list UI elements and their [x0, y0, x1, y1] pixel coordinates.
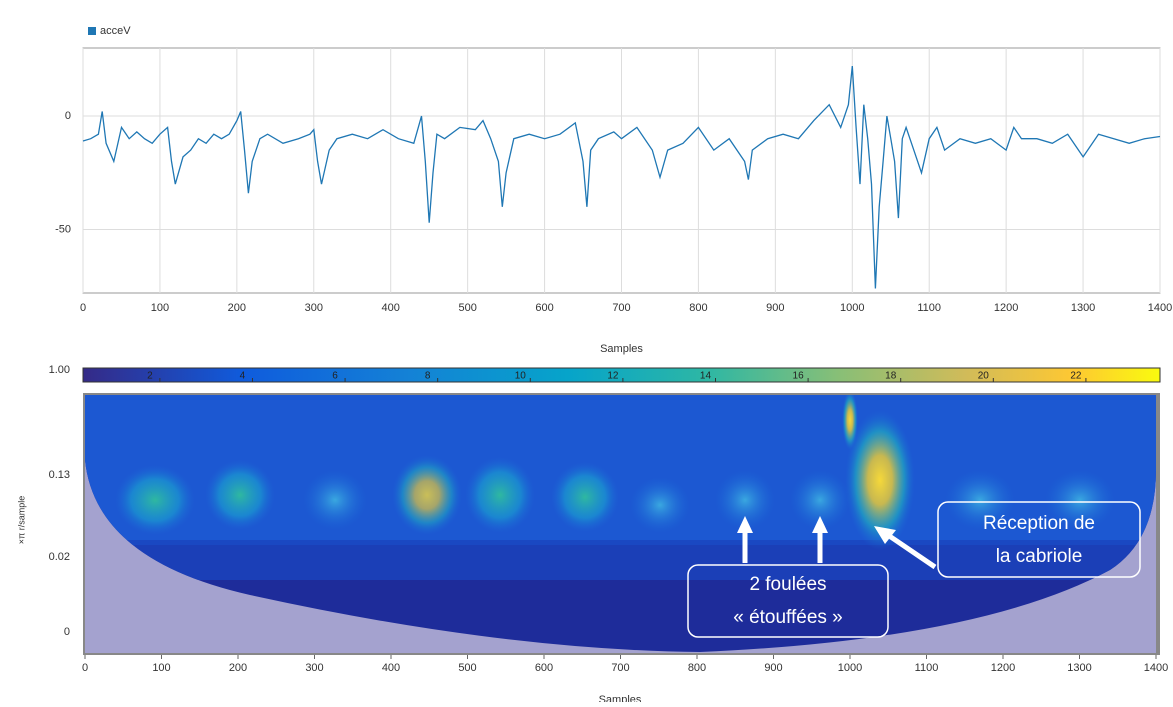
- y-tick-label: 0: [65, 110, 71, 122]
- x-tick-label: 1000: [840, 302, 864, 314]
- x-tick-label: 1300: [1071, 302, 1095, 314]
- y-tick-label: 0.13: [49, 469, 70, 481]
- colorbar-tick-label: 14: [700, 371, 712, 382]
- colorbar-tick-label: 6: [332, 371, 338, 382]
- heatmap-cells: [85, 395, 1156, 652]
- x-tick-label: 600: [535, 302, 553, 314]
- x-tick-label: 1400: [1148, 302, 1172, 314]
- x-tick-label: 700: [612, 302, 630, 314]
- colorbar: [82, 367, 1161, 383]
- legend-swatch: [88, 27, 96, 35]
- x-tick-label: 200: [229, 662, 247, 674]
- annotation-reception: Réception de la cabriole: [874, 501, 1141, 578]
- colorbar-tick-label: 2: [147, 371, 153, 382]
- x-tick-label: 300: [305, 302, 323, 314]
- x-tick-label: 1200: [991, 662, 1015, 674]
- x-tick-label: 1000: [838, 662, 862, 674]
- y-axis-label: ×π r/sample: [16, 496, 26, 544]
- x-tick-label: 800: [689, 302, 707, 314]
- colorbar-tick-label: 16: [793, 371, 805, 382]
- colorbar-tick-label: 18: [885, 371, 897, 382]
- x-tick-label: 900: [764, 662, 782, 674]
- x-tick-label: 300: [305, 662, 323, 674]
- x-tick-label: 1100: [915, 662, 939, 674]
- x-tick-label: 100: [152, 662, 170, 674]
- x-tick-label: 600: [535, 662, 553, 674]
- annotation-text: Réception de: [983, 513, 1095, 534]
- annotation-foulees: 2 foulées « étouffées »: [687, 516, 889, 638]
- x-axis-label: Samples: [599, 694, 642, 702]
- x-tick-label: 800: [688, 662, 706, 674]
- colorbar-tick-label: 10: [515, 371, 527, 382]
- x-tick-label: 1200: [994, 302, 1018, 314]
- x-tick-label: 0: [80, 302, 86, 314]
- x-tick-label: 900: [766, 302, 784, 314]
- x-tick-label: 0: [82, 662, 88, 674]
- x-tick-label: 400: [382, 302, 400, 314]
- x-tick-label: 1300: [1067, 662, 1091, 674]
- annotation-text: 2 foulées: [749, 574, 826, 595]
- colorbar-tick-label: 12: [607, 371, 619, 382]
- x-tick-label: 500: [458, 302, 476, 314]
- x-tick-label: 400: [382, 662, 400, 674]
- y-tick-label: 0.02: [49, 551, 70, 563]
- data-line: [82, 66, 1161, 289]
- x-tick-label: 1400: [1144, 662, 1168, 674]
- colorbar-tick-label: 8: [425, 371, 431, 382]
- y-tick-label: 1.00: [49, 364, 70, 376]
- line-plot: 0 100 200 300 400 500 600 700 800 900 1000 1100 1200…: [55, 25, 1172, 355]
- colorbar-tick-label: 22: [1070, 371, 1082, 382]
- x-tick-label: 700: [611, 662, 629, 674]
- x-tick-label: 100: [151, 302, 169, 314]
- annotation-text: « étouffées »: [733, 607, 843, 628]
- legend-label: acceV: [100, 25, 131, 37]
- x-axis-label: Samples: [600, 343, 643, 355]
- colorbar-tick-label: 4: [240, 371, 246, 382]
- scalogram: Réception de la cabriole 2 foulées « éto…: [16, 364, 1168, 706]
- x-tick-label: 500: [458, 662, 476, 674]
- x-tick-label: 200: [228, 302, 246, 314]
- y-tick-label: 0: [64, 626, 70, 638]
- y-tick-label: -50: [55, 223, 71, 235]
- annotation-text: la cabriole: [996, 546, 1083, 567]
- colorbar-tick-label: 20: [978, 371, 990, 382]
- x-tick-label: 1100: [917, 302, 941, 314]
